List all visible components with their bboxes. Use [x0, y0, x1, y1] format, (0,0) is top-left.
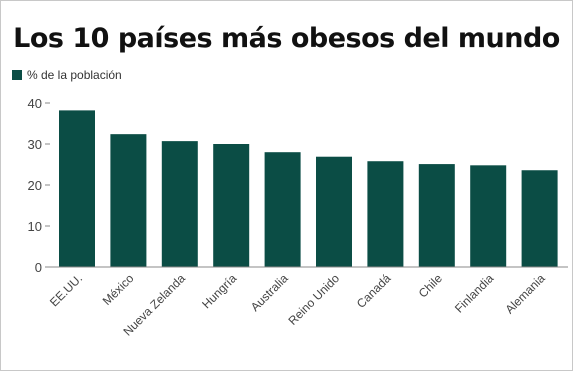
x-tick-label: Chile: [416, 271, 445, 300]
x-tick-label: Alemania: [502, 271, 548, 317]
bar-2: [161, 141, 198, 267]
x-tick-label: Finlandia: [452, 271, 497, 316]
x-tick-label: Australia: [248, 271, 291, 314]
x-tick-label: México: [100, 271, 137, 308]
bar-1: [110, 134, 147, 267]
bars-group: [59, 110, 558, 267]
y-tick-label: 20: [28, 178, 42, 193]
y-tick-label: 10: [28, 219, 42, 234]
y-tick-label: 0: [35, 260, 42, 275]
bar-4: [264, 152, 301, 267]
bar-3: [213, 144, 250, 267]
y-tick-label: 40: [28, 96, 42, 111]
legend-swatch: [12, 70, 22, 80]
chart-legend: % de la población: [12, 68, 122, 82]
x-tick-label: Reino Unido: [286, 271, 343, 328]
bar-8: [470, 165, 507, 267]
bar-9: [521, 170, 558, 267]
x-tick-label: EE.UU.: [47, 271, 85, 309]
bar-0: [59, 110, 95, 267]
y-tick-label: 30: [28, 137, 42, 152]
bar-7: [418, 164, 455, 267]
bar-6: [367, 161, 404, 267]
bar-5: [316, 156, 352, 267]
y-axis-ticks: 0 10 20 30 40: [28, 96, 50, 275]
x-tick-label: Canadá: [354, 271, 394, 311]
legend-label: % de la población: [27, 68, 122, 82]
chart-title: Los 10 países más obesos del mundo: [13, 23, 560, 54]
x-tick-label: Hungría: [199, 271, 239, 311]
